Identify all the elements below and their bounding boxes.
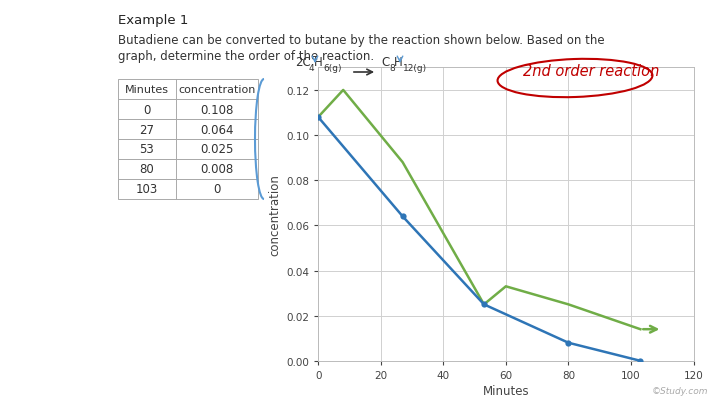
Text: concentration: concentration — [178, 85, 256, 95]
Text: 80: 80 — [139, 163, 154, 176]
Text: C: C — [381, 56, 389, 69]
Text: 8: 8 — [389, 64, 395, 73]
Text: Minutes: Minutes — [125, 85, 169, 95]
Text: Example 1: Example 1 — [118, 14, 188, 27]
Text: 12(g): 12(g) — [403, 64, 427, 73]
Text: 2nd order reaction: 2nd order reaction — [523, 63, 659, 78]
Text: 27: 27 — [139, 123, 154, 136]
Bar — [118, 120, 258, 140]
Text: ©Study.com: ©Study.com — [651, 386, 708, 395]
Text: 0.064: 0.064 — [200, 123, 234, 136]
Text: 53: 53 — [139, 143, 154, 156]
Text: H: H — [394, 56, 403, 69]
Bar — [118, 180, 258, 200]
Text: Butadiene can be converted to butane by the reaction shown below. Based on the: Butadiene can be converted to butane by … — [118, 34, 605, 47]
Text: 4: 4 — [309, 64, 315, 73]
Text: H: H — [314, 56, 322, 69]
Text: 103: 103 — [136, 183, 158, 196]
Bar — [118, 140, 258, 160]
Text: graph, determine the order of the reaction.: graph, determine the order of the reacti… — [118, 50, 374, 63]
Text: 2C: 2C — [295, 56, 311, 69]
Text: 0: 0 — [143, 103, 151, 116]
Text: 0: 0 — [213, 183, 221, 196]
Text: 6(g): 6(g) — [323, 64, 342, 73]
X-axis label: Minutes: Minutes — [483, 384, 529, 397]
Text: 0.008: 0.008 — [200, 163, 234, 176]
Bar — [118, 160, 258, 180]
Bar — [118, 100, 258, 120]
Text: 0.108: 0.108 — [200, 103, 234, 116]
Bar — [118, 80, 258, 100]
Y-axis label: concentration: concentration — [269, 174, 282, 255]
Text: 0.025: 0.025 — [200, 143, 234, 156]
